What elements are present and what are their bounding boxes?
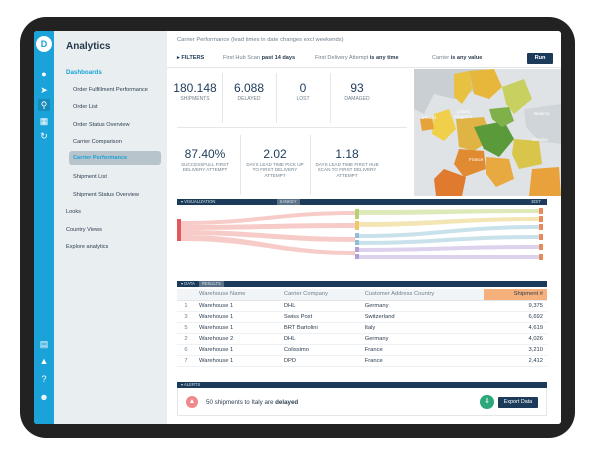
map-label-uk: United Kingdom [453, 109, 473, 119]
sankey-link [359, 225, 539, 238]
sidebar-dashboards[interactable]: Dashboards [66, 69, 102, 76]
results-tab[interactable]: RESULTS [198, 281, 224, 287]
download-icon[interactable]: ⇓ [480, 395, 494, 409]
map-label-france: France [469, 157, 484, 162]
sankey-link [181, 211, 355, 225]
refresh-icon[interactable]: ↻ [40, 131, 48, 141]
table-row: 3 Warehouse 1 Swiss Post Switzerland 6,6… [177, 311, 547, 323]
data-bar[interactable]: ▾ DATA RESULTS [177, 281, 547, 287]
sidebar-country-views[interactable]: Country Views [66, 227, 102, 233]
sidebar-item-order-status[interactable]: Order Status Overview [73, 122, 130, 128]
table-row: 5 Warehouse 1 BRT Bartolini Italy 4,619 [177, 322, 547, 334]
sankey-link [181, 235, 355, 255]
table-row: 1 Warehouse 1 DHL Germany 9,375 [177, 300, 547, 312]
sankey-node-target [539, 224, 543, 230]
edit-link[interactable]: EDIT [531, 199, 541, 204]
sidebar-item-order-list[interactable]: Order List [73, 104, 98, 110]
sankey-node-target [539, 244, 543, 250]
sankey-node-mid [355, 233, 359, 238]
alerts-bar[interactable]: ▾ ALERTS [177, 382, 547, 388]
results-table: Warehouse Name Carrier Company Customer … [177, 289, 547, 367]
bell-icon[interactable]: ▲ [39, 356, 49, 366]
table-row: 6 Warehouse 1 Colissimo France 3,210 [177, 344, 547, 356]
icon-rail: D ● ➤ ⚲ ▦ ↻ ▤ ▲ ? ☻ [34, 31, 54, 424]
col-index [177, 289, 195, 301]
alert-bell-icon: ▲ [186, 396, 198, 408]
sankey-link [359, 235, 539, 245]
app-logo[interactable]: D [36, 36, 52, 52]
tablet-frame: D ● ➤ ⚲ ▦ ↻ ▤ ▲ ? ☻ Analytics Dashboards… [20, 17, 575, 438]
map-label-ireland: Ireland [422, 115, 437, 120]
send-icon[interactable]: ➤ [40, 85, 48, 95]
sankey-link [359, 217, 539, 227]
europe-map[interactable]: United Kingdom Ireland Belarus Ukraine F… [414, 69, 561, 196]
sankey-link [359, 255, 539, 259]
user-icon[interactable]: ☻ [39, 392, 49, 402]
search-icon[interactable]: ⚲ [38, 99, 50, 111]
table-row: 7 Warehouse 1 DPD France 2,412 [177, 355, 547, 367]
doc-icon[interactable]: ▤ [39, 339, 49, 349]
table-row: 2 Warehouse 2 DHL Germany 4,026 [177, 333, 547, 345]
sankey-node-mid [355, 240, 359, 245]
filter-first-delivery[interactable]: First Delivery Attempt is any time [315, 55, 399, 61]
map-label-belarus: Belarus [534, 111, 550, 116]
sankey-link [181, 230, 355, 242]
run-button[interactable]: Run [527, 53, 553, 64]
sidebar-item-carrier-comparison[interactable]: Carrier Comparison [73, 139, 122, 145]
sankey-tab[interactable]: SANKEY [276, 199, 300, 205]
sankey-node-target [539, 216, 543, 222]
col-country[interactable]: Customer Address Country [360, 289, 485, 301]
sankey-node-mid [355, 247, 359, 252]
sankey-node-target [539, 254, 543, 260]
visualization-bar[interactable]: ▾ VISUALIZATION SANKEY EDIT [177, 199, 547, 205]
sidebar-item-order-fulfillment[interactable]: Order Fulfillment Performance [73, 87, 148, 93]
sankey-node-target [539, 234, 543, 240]
filters-toggle[interactable]: ▸ FILTERS [177, 55, 205, 61]
sankey-link [359, 245, 539, 252]
kpi-lead-pickup: 2.02 DAYS LEAD TIME PICK UP TO FIRST DELI… [246, 147, 304, 178]
sankey-node-target [539, 208, 543, 214]
kpi-lost: 0 LOST [296, 81, 310, 102]
kpi-shipments: 180.148 SHIPMENTS [173, 81, 217, 102]
sidebar-item-carrier-performance[interactable]: Carrier Performance [69, 151, 161, 165]
kpi-lead-hub: 1.18 DAYS LEAD TIME FIRST HUB SCAN TO FIR… [315, 147, 379, 178]
help-icon[interactable]: ? [41, 374, 47, 384]
filter-first-hub-scan[interactable]: First Hub Scan past 14 days [223, 55, 296, 61]
sankey-node-mid [355, 254, 359, 259]
sankey-node-mid [355, 209, 359, 219]
alert-message: 50 shipments to Italy are delayed [206, 399, 299, 406]
pin-icon[interactable]: ● [41, 69, 47, 79]
map-label-ukraine: Ukraine [532, 137, 548, 142]
screen: D ● ➤ ⚲ ▦ ↻ ▤ ▲ ? ☻ Analytics Dashboards… [34, 31, 561, 424]
sidebar: Analytics Dashboards Order Fulfillment P… [54, 31, 167, 424]
alert-panel: ▲ 50 shipments to Italy are delayed ⇓ Ex… [177, 388, 547, 416]
table-header-row: Warehouse Name Carrier Company Customer … [177, 289, 547, 301]
export-data-button[interactable]: Export Data [498, 397, 538, 408]
filter-carrier[interactable]: Carrier is any value [432, 55, 483, 61]
main-content: Carrier Performance (lead times in date … [167, 31, 561, 424]
sankey-node-source [177, 219, 181, 241]
sankey-link [359, 209, 539, 215]
sankey-link [181, 223, 355, 230]
chart-icon[interactable]: ▦ [39, 116, 49, 126]
col-carrier[interactable]: Carrier Company [279, 289, 361, 301]
col-shipments[interactable]: Shipment # [484, 289, 547, 301]
sidebar-item-shipment-status[interactable]: Shipment Status Overview [73, 192, 139, 198]
sidebar-item-shipment-list[interactable]: Shipment List [73, 174, 107, 180]
sidebar-looks[interactable]: Looks [66, 209, 81, 215]
sankey-chart[interactable] [177, 207, 547, 277]
kpi-first-attempt: 87.40% SUCCESSFULL FIRST DELIVERY ATTEMPT [181, 147, 229, 173]
map-shapes [414, 69, 561, 196]
breadcrumb: Carrier Performance (lead times in date … [177, 37, 344, 43]
sidebar-explore[interactable]: Explore analytics [66, 244, 109, 250]
sankey-node-mid [355, 221, 359, 230]
app-title: Analytics [66, 41, 111, 52]
filter-bar: ▸ FILTERS First Hub Scan past 14 days Fi… [167, 49, 561, 68]
col-warehouse[interactable]: Warehouse Name [195, 289, 280, 301]
kpi-delayed: 6.088 DELAYED [233, 81, 265, 102]
kpi-damaged: 93 DAMAGED [344, 81, 370, 102]
